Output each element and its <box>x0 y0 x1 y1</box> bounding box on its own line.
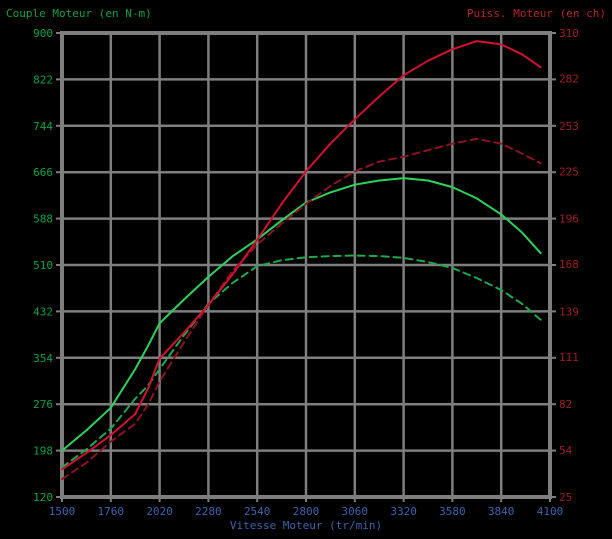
x-tick-label: 2280 <box>195 505 222 518</box>
right-tick-label: 282 <box>559 73 579 86</box>
left-tick-label: 900 <box>33 27 53 40</box>
x-tick-label: 2800 <box>293 505 320 518</box>
left-tick-label: 432 <box>33 305 53 318</box>
right-tick-label: 310 <box>559 27 579 40</box>
x-tick-label: 3580 <box>439 505 466 518</box>
right-tick-label: 225 <box>559 165 579 178</box>
right-tick-label: 253 <box>559 120 579 133</box>
left-tick-label: 354 <box>33 352 53 365</box>
left-tick-label: 276 <box>33 398 53 411</box>
x-tick-label: 3320 <box>390 505 417 518</box>
right-tick-label: 168 <box>559 258 579 271</box>
left-tick-label: 666 <box>33 166 53 179</box>
couple-solid-curve <box>61 177 542 452</box>
right-tick-label: 54 <box>559 444 573 457</box>
tick-labels: 900 822 744 666 588 510 432 354 276 198 120 310 282 2… <box>33 27 579 518</box>
right-tick-label: 139 <box>559 305 579 318</box>
x-tick-label: 3840 <box>488 505 515 518</box>
x-tick-label: 4100 <box>537 505 564 518</box>
right-tick-label: 196 <box>559 213 579 226</box>
x-tick-label: 2020 <box>146 505 173 518</box>
x-tick-label: 3060 <box>342 505 369 518</box>
curves <box>61 40 542 481</box>
left-tick-label: 120 <box>33 491 53 504</box>
left-axis-title: Couple Moteur (en N-m) <box>6 7 152 20</box>
left-tick-label: 822 <box>33 73 53 86</box>
left-tick-label: 510 <box>33 259 53 272</box>
right-tick-label: 25 <box>559 491 572 504</box>
right-tick-label: 82 <box>559 398 572 411</box>
couple-dashed-curve <box>61 254 542 469</box>
right-tick-label: 111 <box>559 351 579 364</box>
left-tick-label: 744 <box>33 120 53 133</box>
x-tick-label: 1760 <box>98 505 125 518</box>
right-axis-title: Puiss. Moteur (en ch) <box>467 7 606 20</box>
puissance-dashed-curve <box>61 137 542 481</box>
axis-ticks <box>56 32 556 502</box>
x-tick-label: 2540 <box>244 505 271 518</box>
grid-lines <box>60 31 552 499</box>
puissance-solid-curve <box>61 40 542 471</box>
x-axis-title: Vitesse Moteur (tr/min) <box>230 519 382 532</box>
left-tick-label: 588 <box>33 213 53 226</box>
left-tick-label: 198 <box>33 445 53 458</box>
x-tick-label: 1500 <box>49 505 76 518</box>
